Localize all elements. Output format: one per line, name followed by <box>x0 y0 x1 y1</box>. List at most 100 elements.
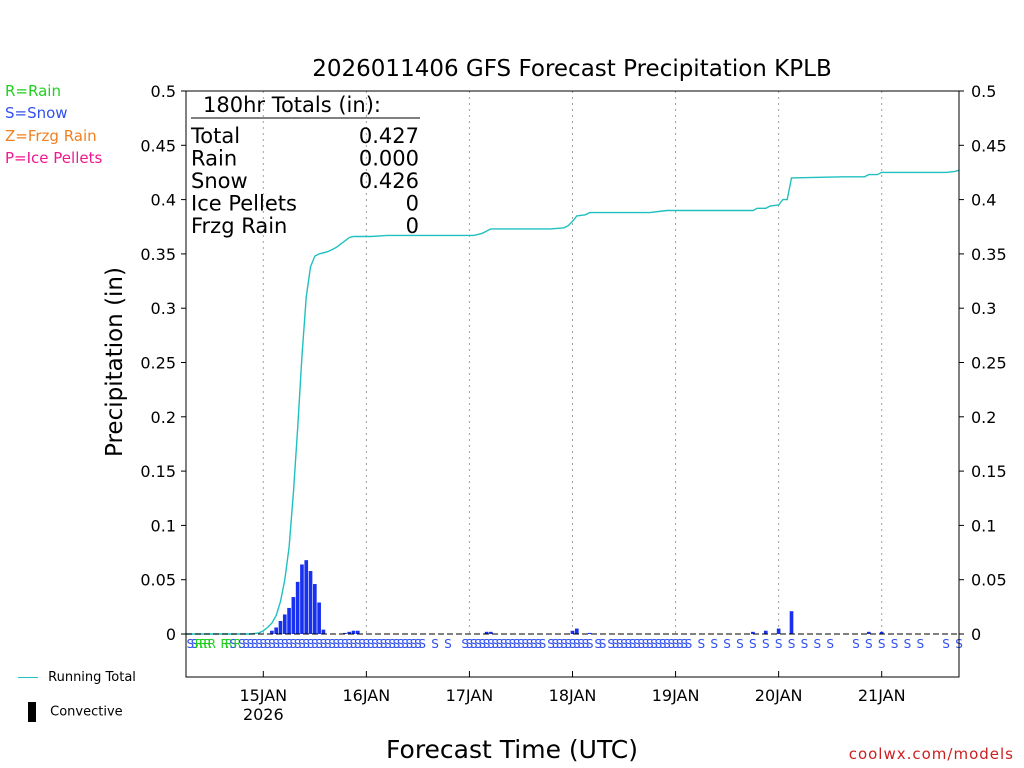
legend-rain: R=Rain <box>5 82 61 100</box>
precip-type-mark: S <box>466 637 474 651</box>
precip-type-mark: S <box>629 637 637 651</box>
precip-bar <box>355 630 360 634</box>
y-tick-label-left: 0.25 <box>140 354 176 373</box>
precip-type-mark: S <box>315 637 323 651</box>
precip-type-mark: S <box>517 637 525 651</box>
precip-type-mark: S <box>539 637 547 651</box>
x-tick-label: 18JAN <box>549 686 597 705</box>
precip-type-mark: S <box>354 637 362 651</box>
precip-type-mark: S <box>534 637 542 651</box>
precip-bar <box>789 611 794 634</box>
precip-type-mark: S <box>676 637 684 651</box>
precip-type-mark: S <box>560 637 568 651</box>
precip-type-mark: S <box>577 637 585 651</box>
precip-type-mark: S <box>328 637 336 651</box>
legend-running-total: Running Total <box>18 670 136 685</box>
totals-row-label: Ice Pellets <box>191 192 297 216</box>
totals-row-value: 0.426 <box>359 169 419 193</box>
y-tick-label-right: 0.45 <box>971 136 1007 155</box>
precip-type-mark: S <box>431 637 439 651</box>
precip-type-mark: S <box>762 637 770 651</box>
site-credit: coolwx.com/models <box>848 745 1014 763</box>
totals-row-label: Snow <box>191 169 248 193</box>
precip-type-mark: S <box>371 637 379 651</box>
precip-bar <box>291 597 296 634</box>
y-tick-label-right: 0.2 <box>971 408 996 427</box>
precip-type-mark: S <box>788 637 796 651</box>
precip-type-mark: S <box>509 637 517 651</box>
x-axis-label: Forecast Time (UTC) <box>386 735 638 764</box>
y-tick-label-left: 0.3 <box>151 299 176 318</box>
precip-type-mark: S <box>852 637 860 651</box>
y-tick-label-left: 0 <box>166 625 176 644</box>
precip-type-mark: S <box>496 637 504 651</box>
precip-type-mark: S <box>483 637 491 651</box>
y-tick-label-right: 0.3 <box>971 299 996 318</box>
legend-snow-text: S=Snow <box>5 104 68 122</box>
precip-type-mark: S <box>259 637 267 651</box>
chart-title: 2026011406 GFS Forecast Precipitation KP… <box>312 56 831 82</box>
precip-type-mark: S <box>405 637 413 651</box>
precip-type-mark: S <box>311 637 319 651</box>
precip-type-mark: S <box>242 637 250 651</box>
precip-type-mark: S <box>530 637 538 651</box>
precip-type-mark: S <box>680 637 688 651</box>
precip-type-mark: S <box>775 637 783 651</box>
precip-type-mark: S <box>363 637 371 651</box>
precip-type-mark: S <box>586 637 594 651</box>
precip-type-mark: S <box>268 637 276 651</box>
y-axis-label: Precipitation (in) <box>102 267 128 457</box>
y-tick-label-left: 0.05 <box>140 571 176 590</box>
x-tick-label: 19JAN <box>652 686 700 705</box>
precip-bar <box>866 631 871 634</box>
totals-row-value: 0 <box>406 214 419 238</box>
precip-bar <box>776 628 781 634</box>
precip-type-mark: S <box>917 637 925 651</box>
y-tick-label-left: 0.5 <box>151 82 176 101</box>
precip-type-mark: S <box>418 637 426 651</box>
precip-bar <box>484 631 489 634</box>
y-tick-label-left: 0.1 <box>151 516 176 535</box>
precip-type-mark: S <box>504 637 512 651</box>
convective-label: Convective <box>50 704 123 720</box>
precip-type-mark: S <box>663 637 671 651</box>
precip-type-mark: R <box>220 637 228 651</box>
precip-bar <box>879 631 884 634</box>
precip-type-mark: S <box>285 637 293 651</box>
x-tick-sublabel: 2026 <box>243 705 284 724</box>
precip-type-mark: S <box>337 637 345 651</box>
precip-type-mark: S <box>891 637 899 651</box>
precipitation-bars <box>270 560 884 634</box>
precip-type-mark: S <box>393 637 401 651</box>
precip-type-mark: S <box>277 637 285 651</box>
precip-type-mark: S <box>569 637 577 651</box>
precip-type-mark: R <box>225 637 233 651</box>
precip-type-mark: S <box>307 637 315 651</box>
precip-type-mark: S <box>612 637 620 651</box>
precip-type-mark: R <box>199 637 207 651</box>
precip-type-mark: S <box>904 637 912 651</box>
precip-bar <box>304 560 309 634</box>
precip-type-mark: S <box>332 637 340 651</box>
precip-type-mark: S <box>637 637 645 651</box>
precip-type-mark: S <box>547 637 555 651</box>
precip-type-mark: S <box>294 637 302 651</box>
precip-type-mark: S <box>552 637 560 651</box>
precip-type-mark: S <box>564 637 572 651</box>
precip-type-mark: S <box>685 637 693 651</box>
y-tick-label-right: 0.4 <box>971 191 996 210</box>
precip-type-mark: S <box>556 637 564 651</box>
legend-rain-text: R=Rain <box>5 82 61 100</box>
precip-type-mark: S <box>247 637 255 651</box>
y-tick-label-left: 0.45 <box>140 136 176 155</box>
precip-type-mark: S <box>272 637 280 651</box>
precip-type-mark: S <box>238 637 246 651</box>
precip-type-mark: S <box>826 637 834 651</box>
precip-type-mark: S <box>414 637 422 651</box>
x-tick-label: 16JAN <box>343 686 391 705</box>
precip-bar <box>347 631 352 634</box>
precip-type-mark: S <box>672 637 680 651</box>
y-tick-label-right: 0.05 <box>971 571 1007 590</box>
precip-type-mark: S <box>659 637 667 651</box>
